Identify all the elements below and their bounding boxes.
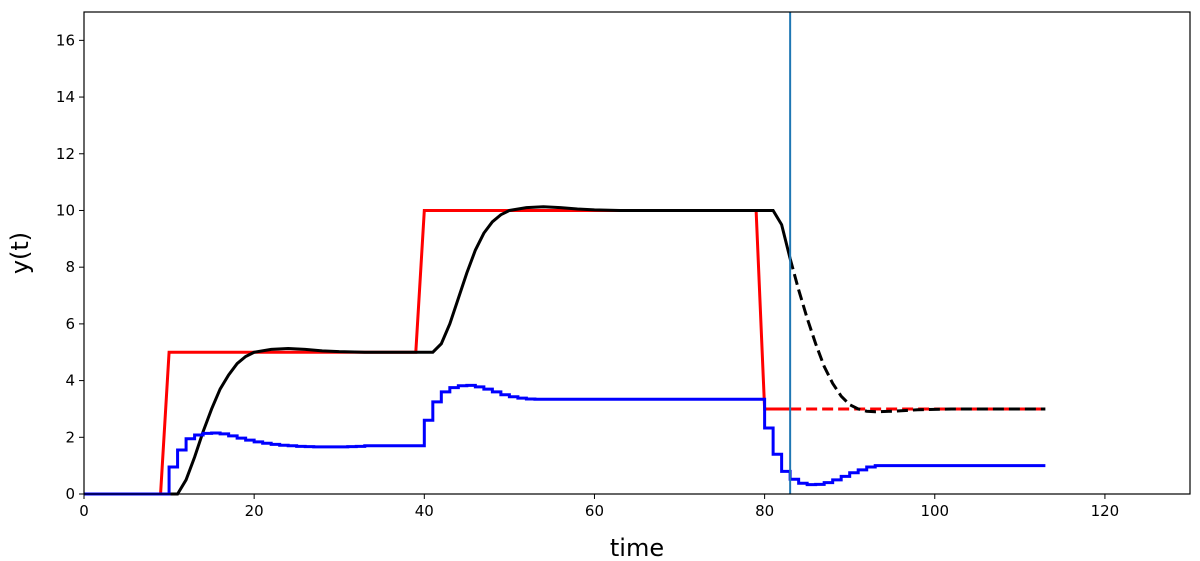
series-line-4 [84,383,1046,496]
y-tick-label: 12 [56,145,75,163]
y-tick-label: 4 [65,372,75,390]
y-tick-label: 0 [65,485,75,503]
x-tick-label: 20 [245,502,264,520]
series-layer [84,205,1046,496]
x-tick-label: 0 [79,502,89,520]
x-axis-label: time [610,534,664,561]
y-tick-label: 14 [56,88,75,106]
x-axis: 0 20 40 60 80 100 120 [79,494,1119,520]
x-tick-label: 40 [415,502,434,520]
y-axis: 0 2 4 6 8 10 12 14 16 [56,31,84,503]
x-tick-label: 60 [585,502,604,520]
y-tick-label: 8 [65,258,75,276]
x-tick-label: 100 [920,502,949,520]
plot-frame [83,11,1191,495]
y-tick-label: 6 [65,315,75,333]
y-tick-label: 2 [65,428,75,446]
x-tick-label: 120 [1091,502,1120,520]
y-axis-label: y(t) [6,232,34,274]
y-tick-label: 10 [56,201,75,219]
series-line-0 [84,208,791,496]
series-line-3 [788,258,1046,414]
x-tick-label: 80 [755,502,774,520]
y-tick-label: 16 [56,31,75,49]
series-line-2 [84,205,792,496]
